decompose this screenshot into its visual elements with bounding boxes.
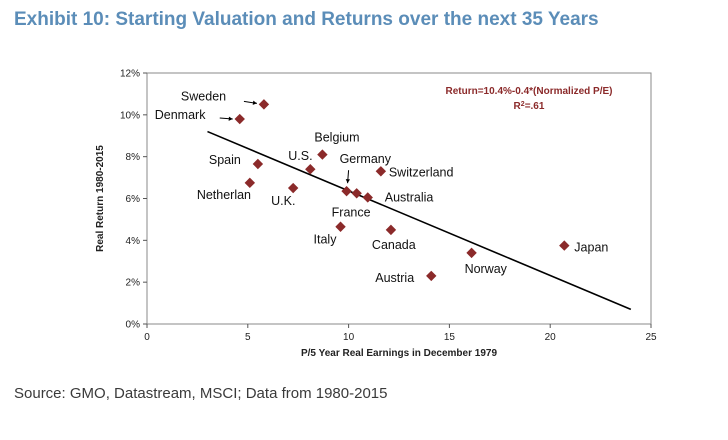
data-point-italy xyxy=(335,221,346,232)
point-label-netherlan: Netherlan xyxy=(197,188,251,202)
x-tick-label: 20 xyxy=(545,332,557,343)
arrow-germany-head xyxy=(345,179,351,184)
x-tick-label: 10 xyxy=(343,332,355,343)
point-label-uk: U.K. xyxy=(271,194,295,208)
source-note: Source: GMO, Datastream, MSCI; Data from… xyxy=(14,385,388,402)
point-label-denmark: Denmark xyxy=(155,108,206,122)
data-point-spain xyxy=(252,158,264,170)
y-tick-label: 12% xyxy=(120,69,140,80)
y-tick-label: 4% xyxy=(126,236,141,247)
x-tick-label: 25 xyxy=(645,332,657,343)
data-point-belgium xyxy=(317,149,328,160)
point-label-belgium: Belgium xyxy=(314,131,359,145)
point-label-canada: Canada xyxy=(372,238,416,252)
point-label-sweden: Sweden xyxy=(181,89,226,103)
data-point-us xyxy=(305,164,316,175)
data-point-netherlan xyxy=(244,177,256,189)
r-squared-label: R2=.61 xyxy=(514,101,545,113)
data-point-norway xyxy=(466,247,477,259)
data-point-switzerland xyxy=(375,166,387,177)
data-point-austria xyxy=(426,270,437,282)
y-tick-label: 8% xyxy=(126,152,141,163)
x-axis-title: P/5 Year Real Earnings in December 1979 xyxy=(301,348,497,359)
y-tick-label: 2% xyxy=(126,278,141,289)
x-tick-label: 0 xyxy=(144,332,150,343)
data-point-sweden xyxy=(258,99,270,110)
point-label-switzerland: Switzerland xyxy=(389,165,454,179)
point-label-japan: Japan xyxy=(574,241,608,255)
data-point-germany xyxy=(341,185,352,197)
data-point-australia xyxy=(362,192,373,203)
data-point-uk xyxy=(287,182,299,194)
x-tick-label: 5 xyxy=(245,332,251,343)
point-label-france: France xyxy=(332,205,371,219)
data-point-japan xyxy=(559,240,570,251)
chart-title: Exhibit 10: Starting Valuation and Retur… xyxy=(14,9,599,30)
y-axis-title: Real Return 1980-2015 xyxy=(95,145,106,252)
point-label-norway: Norway xyxy=(465,262,508,276)
trendline xyxy=(207,130,632,311)
point-label-italy: Italy xyxy=(314,233,338,247)
arrow-sweden-head xyxy=(252,100,257,105)
point-label-austria: Austria xyxy=(375,271,414,285)
data-point-canada xyxy=(385,224,397,236)
arrow-denmark-head xyxy=(228,116,233,121)
regression-equation: Return=10.4%-0.4*(Normalized P/E) xyxy=(446,86,613,97)
point-label-germany: Germany xyxy=(340,152,392,166)
point-label-us: U.S. xyxy=(288,149,312,163)
x-tick-label: 15 xyxy=(444,332,456,343)
data-point-france xyxy=(351,188,362,199)
point-label-spain: Spain xyxy=(209,153,241,167)
y-tick-label: 10% xyxy=(120,110,140,121)
point-label-australia: Australia xyxy=(385,190,434,204)
y-tick-label: 0% xyxy=(126,320,141,331)
y-tick-label: 6% xyxy=(126,194,141,205)
data-point-denmark xyxy=(234,113,245,125)
